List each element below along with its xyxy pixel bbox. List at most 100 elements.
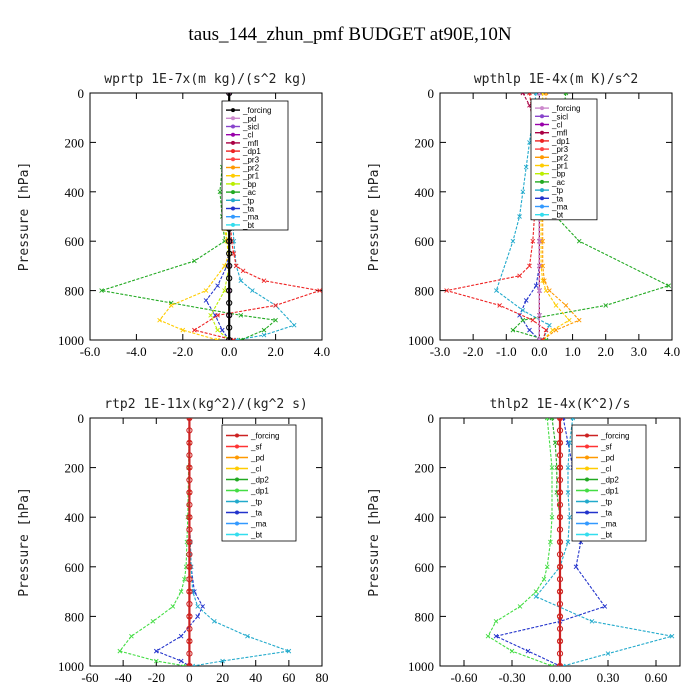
data-point — [186, 526, 193, 533]
legend-label: _forcing — [600, 432, 629, 441]
data-point — [226, 324, 233, 331]
data-point — [231, 337, 237, 340]
panel-4: thlp2 1E-4x(K^2)/s Pressure [hPa] 0 200 400 6… — [367, 397, 681, 685]
data-point — [226, 238, 233, 245]
data-point — [129, 633, 134, 639]
legend: _forcing_pd_sicl_cl_mfl_dp1_pr3_pr2_pr1_… — [221, 100, 289, 231]
data-point — [226, 275, 233, 282]
data-point — [576, 238, 582, 244]
legend-marker — [231, 116, 235, 121]
legend-label: _dp2 — [250, 476, 269, 485]
y-tick-label: 600 — [65, 560, 85, 575]
legend-marker — [540, 171, 544, 176]
data-point — [186, 538, 193, 546]
legend-label: _ac — [242, 188, 256, 197]
data-point — [556, 452, 564, 459]
x-tick-label: -2.0 — [463, 344, 484, 359]
x-tick-label: 0.00 — [549, 670, 572, 685]
legend-label: _forcing — [242, 106, 271, 115]
x-tick-label: 0.30 — [597, 670, 620, 685]
data-point — [485, 633, 491, 639]
data-point — [250, 288, 255, 293]
x-tick-label: -6.0 — [80, 344, 101, 359]
y-tick-label: 1000 — [58, 333, 84, 348]
data-point — [150, 619, 156, 624]
legend-label: _forcing — [551, 104, 580, 113]
legend-label: _sf — [250, 443, 262, 452]
data-point — [537, 288, 542, 293]
legend-label: _bt — [242, 221, 255, 230]
data-point — [530, 317, 536, 323]
data-point — [170, 604, 176, 609]
legend-label: _ta — [600, 509, 613, 518]
data-point — [493, 633, 499, 639]
data-point — [548, 539, 553, 545]
legend-marker — [231, 190, 235, 195]
data-point — [240, 268, 246, 274]
legend-marker — [231, 173, 235, 178]
data-point — [556, 551, 564, 558]
legend-marker — [540, 147, 544, 152]
legend-box — [221, 424, 297, 542]
data-point — [556, 526, 564, 533]
data-point — [99, 288, 104, 293]
data-point — [565, 490, 571, 495]
legend-marker — [231, 124, 235, 129]
data-point — [541, 576, 547, 582]
x-tick-label: 0.0 — [221, 344, 237, 359]
x-tick-label: -40 — [114, 670, 131, 685]
y-tick-label: 800 — [65, 609, 85, 624]
plot-frame — [89, 92, 323, 341]
data-point — [556, 576, 564, 583]
data-point — [550, 327, 556, 333]
data-point — [573, 564, 579, 570]
series-line-dp2 — [551, 418, 561, 666]
data-point — [186, 427, 193, 434]
y-tick-label: 200 — [415, 135, 435, 150]
x-tick-label: -4.0 — [126, 344, 147, 359]
legend-box — [571, 424, 647, 542]
data-point — [215, 327, 220, 333]
y-tick-label: 400 — [65, 185, 85, 200]
data-point — [261, 327, 267, 333]
data-point — [540, 93, 546, 96]
data-point — [543, 327, 549, 333]
legend-label: _ac — [551, 178, 565, 187]
legend-label: _bt — [600, 531, 613, 540]
data-point — [565, 539, 571, 545]
y-tick-label: 0 — [428, 86, 435, 101]
y-tick-label: 400 — [415, 510, 435, 525]
data-point — [186, 514, 193, 521]
data-point — [226, 312, 233, 319]
legend-marker — [585, 521, 589, 526]
data-point — [497, 303, 502, 308]
data-point — [520, 308, 526, 313]
data-point — [203, 288, 209, 293]
data-point — [523, 164, 529, 170]
data-point — [195, 614, 201, 619]
data-point — [226, 299, 233, 307]
x-tick-label: 0.60 — [645, 670, 668, 685]
legend-label: _pr1 — [551, 162, 569, 171]
data-point — [153, 648, 159, 654]
data-point — [186, 551, 193, 558]
data-point — [556, 638, 564, 645]
data-point — [211, 619, 217, 624]
data-point — [226, 336, 233, 340]
data-point — [222, 288, 227, 293]
data-point — [544, 418, 550, 421]
panel-title: thlp2 1E-4x(K^2)/s — [490, 397, 631, 412]
data-point — [186, 625, 193, 632]
legend-label: _dp1 — [600, 487, 619, 496]
data-point — [233, 263, 239, 269]
x-tick-label: -0.30 — [498, 670, 525, 685]
data-point — [186, 464, 193, 471]
legend-marker — [235, 444, 239, 449]
legend: _forcing _sf _pd _cl _dp2 _dp1 _tp _ta _ma _bt — [571, 424, 647, 542]
legend-marker — [231, 140, 235, 145]
data-point — [186, 489, 193, 496]
data-point — [570, 418, 576, 421]
legend-label: _tp — [250, 498, 263, 507]
figure-title: taus_144_zhun_pmf BUDGET at90E,10N — [188, 24, 511, 45]
